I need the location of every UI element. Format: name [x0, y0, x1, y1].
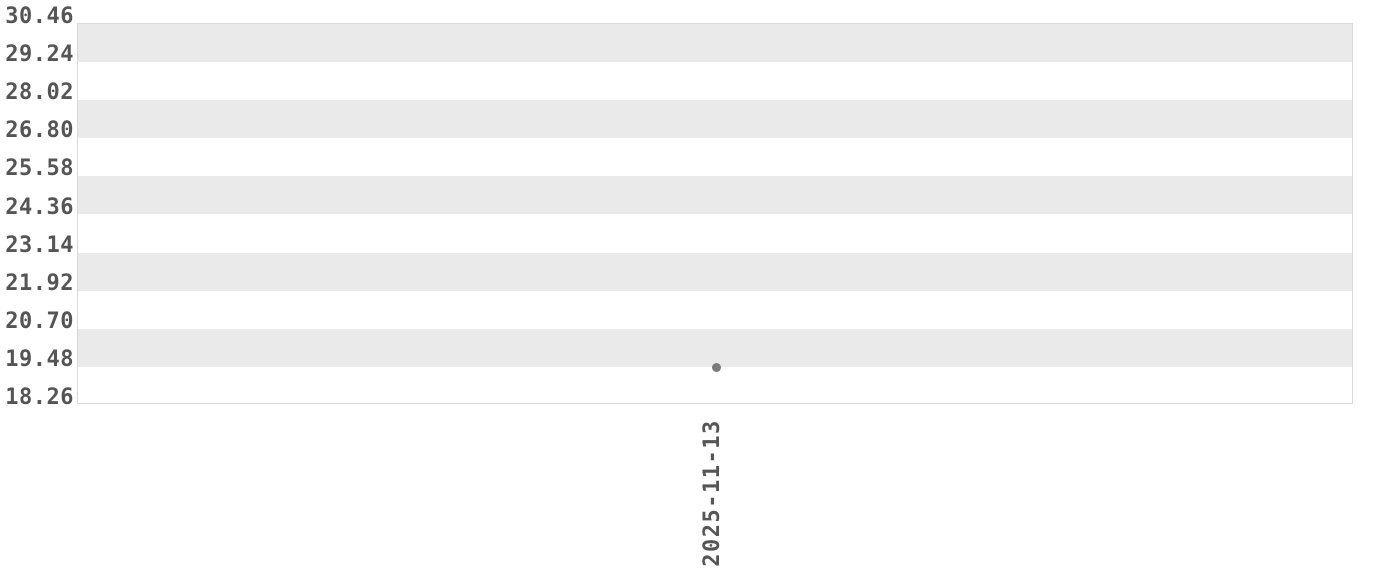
data-point — [711, 363, 721, 373]
y-tick-label: 18.26 — [5, 385, 74, 410]
grid-band — [78, 176, 1352, 215]
grid-band — [78, 252, 1352, 291]
y-tick-label: 23.14 — [5, 232, 74, 258]
grid-band — [78, 291, 1352, 329]
y-tick-label: 24.36 — [5, 194, 74, 220]
grid-band — [78, 367, 1352, 403]
grid-band — [78, 100, 1352, 139]
grid-band — [78, 328, 1352, 367]
plot-area — [77, 23, 1353, 404]
y-tick-label: 30.46 — [5, 4, 74, 29]
grid-band — [78, 24, 1352, 63]
grid-band — [78, 138, 1352, 176]
y-tick-label: 20.70 — [5, 308, 74, 334]
y-tick-label: 25.58 — [5, 156, 74, 182]
x-tick-label: 2025-11-13 — [700, 419, 725, 567]
y-tick-label: 29.24 — [5, 42, 74, 68]
grid-band — [78, 62, 1352, 100]
y-tick-label: 21.92 — [5, 270, 74, 296]
y-tick-label: 19.48 — [5, 346, 74, 372]
grid-band — [78, 215, 1352, 253]
y-tick-label: 26.80 — [5, 118, 74, 144]
y-tick-label: 28.02 — [5, 80, 74, 106]
